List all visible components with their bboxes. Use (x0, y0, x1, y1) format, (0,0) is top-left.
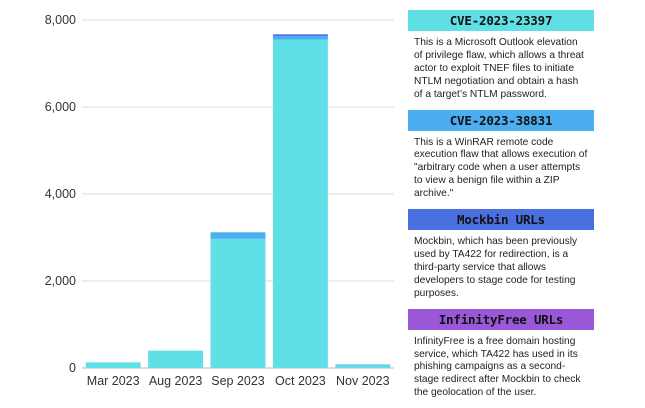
legend-text-cve-2023-23397: This is a Microsoft Outlook elevation of… (414, 37, 584, 100)
legend-item-mockbin-urls: Mockbin URLs Mockbin, which has been pre… (408, 209, 594, 301)
legend-item-infinityfree-urls: InfinityFree URLs InfinityFree is a free… (408, 308, 594, 401)
y-tick-label-1: 2,000 (45, 274, 76, 288)
x-tick-label-oct-2023: Oct 2023 (275, 374, 326, 388)
bar-nov-2023-cve-2023-23397 (335, 365, 391, 368)
y-tick-label-3: 6,000 (45, 100, 76, 114)
x-tick-label-nov-2023: Nov 2023 (336, 374, 390, 388)
bar-oct-2023-cve-2023-23397 (272, 39, 328, 368)
bar-nov-2023-cve-2023-38831 (335, 364, 391, 366)
x-tick-label-aug-2023: Aug 2023 (149, 374, 203, 388)
y-tick-label-2: 4,000 (45, 187, 76, 201)
bar-oct-2023-mockbin-urls (272, 34, 328, 37)
bar-sep-2023-cve-2023-23397 (210, 238, 266, 368)
legend-title-cve-2023-38831: CVE-2023-38831 (408, 109, 594, 131)
legend-title-mockbin-urls: Mockbin URLs (408, 209, 594, 231)
legend-item-cve-2023-23397: CVE-2023-23397 This is a Microsoft Outlo… (408, 10, 594, 102)
legend-text-cve-2023-38831: This is a WinRAR remote code execution f… (414, 136, 588, 200)
bar-aug-2023-cve-2023-23397 (148, 350, 204, 368)
legend-title-infinityfree-urls: InfinityFree URLs (408, 308, 594, 330)
bar-oct-2023-cve-2023-38831 (272, 36, 328, 40)
legend-panel: CVE-2023-23397 This is a Microsoft Outlo… (408, 10, 594, 408)
bar-chart: 0 2,000 4,000 6,000 8,000 Mar 2023 Aug 2023 Sep… (45, 13, 394, 388)
x-tick-label-mar-2023: Mar 2023 (87, 374, 140, 388)
legend-text-infinityfree-urls: InfinityFree is a free domain hosting se… (414, 335, 581, 399)
bar-sep-2023-cve-2023-38831 (210, 232, 266, 239)
x-tick-label-sep-2023: Sep 2023 (211, 374, 265, 388)
legend-item-cve-2023-38831: CVE-2023-38831 This is a WinRAR remote c… (408, 109, 594, 202)
bar-mar-2023-cve-2023-23397 (85, 362, 141, 368)
legend-text-mockbin-urls: Mockbin, which has been previously used … (414, 236, 578, 299)
legend-title-cve-2023-23397: CVE-2023-23397 (408, 10, 594, 31)
y-tick-label-4: 8,000 (45, 13, 76, 27)
y-tick-label-0: 0 (69, 361, 76, 375)
